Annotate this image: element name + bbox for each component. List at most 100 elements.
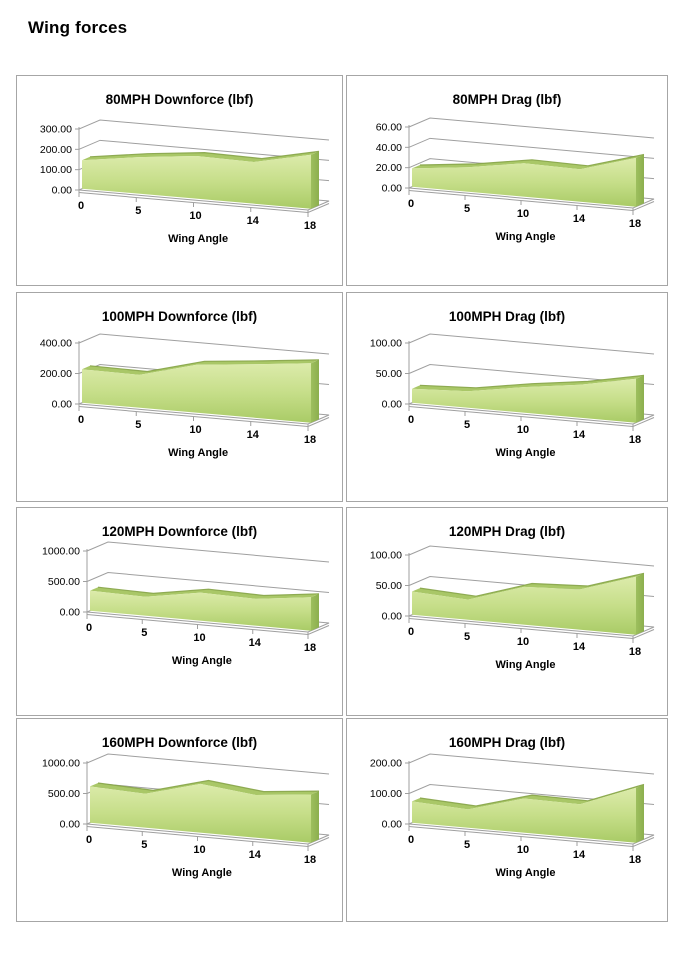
y-axis [75,341,309,431]
chart-labels: 100MPH Downforce (lbf) 0.00 200.00 400.00 0 5… [40,309,316,459]
y-axis-label: 400.00 [40,338,72,350]
y-axis [83,761,309,851]
y-axis-label: 0.00 [52,185,73,197]
x-axis-label: 18 [304,854,316,866]
y-axis-label: 100.00 [370,338,402,350]
x-axis-label: 10 [193,632,205,644]
chart-panel-80mph-downforce: 80MPH Downforce (lbf) 0.00 100.00 200.00 300… [16,75,343,286]
y-axis-label: 100.00 [370,550,402,562]
y-axis-label: 0.00 [382,611,403,623]
gridlines [408,333,655,385]
x-axis-label: 14 [573,849,586,861]
x-axis-label: 18 [304,220,316,232]
area-series [412,783,645,843]
x-axis-title: Wing Angle [495,447,555,459]
x-axis-title: Wing Angle [495,867,555,879]
x-axis-label: 14 [573,213,586,225]
x-axis-label: 14 [247,429,260,441]
x-axis-label: 0 [86,622,92,634]
y-axis-label: 300.00 [40,124,72,136]
y-axis [405,341,634,431]
chart-labels: 120MPH Drag (lbf) 0.00 50.00 100.00 0 5 10 14 18… [370,524,641,671]
x-axis-label: 18 [304,434,316,446]
y-axis-label: 0.00 [60,819,81,831]
y-axis-label: 0.00 [60,607,81,619]
chart-title: 120MPH Drag (lbf) [449,524,565,539]
chart-labels: 120MPH Downforce (lbf) 0.00 500.00 1000.00 0… [42,524,316,667]
chart-panel-100mph-downforce: 100MPH Downforce (lbf) 0.00 200.00 400.00 0 5… [16,292,343,502]
area-series [412,572,645,635]
x-axis-label: 0 [408,626,414,638]
y-axis-label: 1000.00 [42,546,80,558]
area-series [82,150,320,209]
area-series [90,586,320,631]
gridlines [86,541,330,593]
y-axis-label: 200.00 [370,758,402,770]
chart-panel-160mph-downforce: 160MPH Downforce (lbf) 0.00 500.00 1000.00 0… [16,718,343,922]
y-axis-label: 0.00 [382,819,403,831]
area-series [82,359,320,423]
x-axis-label: 5 [141,627,147,639]
chart-title: 160MPH Downforce (lbf) [102,735,257,750]
x-axis-label: 10 [193,844,205,856]
x-axis-label: 0 [78,200,84,212]
x-axis-label: 0 [86,834,92,846]
chart-title: 100MPH Downforce (lbf) [102,309,257,324]
x-axis-label: 5 [135,419,141,431]
chart-panel-100mph-drag: 100MPH Drag (lbf) 0.00 50.00 100.00 0 5 10 14 18… [346,292,668,502]
y-axis-label: 60.00 [376,122,402,134]
x-axis-label: 0 [78,414,84,426]
x-axis-label: 10 [517,636,529,648]
chart-160mph-downforce: 160MPH Downforce (lbf) 0.00 500.00 1000.00 0… [42,735,330,879]
x-axis-title: Wing Angle [172,867,232,879]
x-axis-label: 5 [464,203,470,215]
x-axis-label: 18 [629,646,641,658]
chart-panel-80mph-drag: 80MPH Drag (lbf) 0.00 20.00 40.00 60.00 0 5 10 1… [346,75,668,286]
x-axis-title: Wing Angle [495,659,555,671]
chart-title: 160MPH Drag (lbf) [449,735,565,750]
y-axis-label: 200.00 [40,144,72,156]
chart-labels: 80MPH Downforce (lbf) 0.00 100.00 200.00 300… [40,92,316,245]
chart-80mph-downforce: 80MPH Downforce (lbf) 0.00 100.00 200.00 300… [40,92,330,245]
x-axis-label: 18 [629,218,641,230]
y-axis [405,125,634,215]
x-axis-title: Wing Angle [495,231,555,243]
chart-title: 80MPH Drag (lbf) [453,92,562,107]
x-axis-label: 14 [249,637,262,649]
chart-80mph-drag: 80MPH Drag (lbf) 0.00 20.00 40.00 60.00 0 5 10 1… [376,92,655,243]
gridlines [408,753,655,805]
chart-labels: 100MPH Drag (lbf) 0.00 50.00 100.00 0 5 10 14 18… [370,309,641,459]
y-axis-label: 20.00 [376,162,402,174]
x-axis-label: 10 [517,844,529,856]
chart-labels: 80MPH Drag (lbf) 0.00 20.00 40.00 60.00 0 5 10 1… [376,92,641,243]
x-axis-title: Wing Angle [168,233,228,245]
y-axis-label: 500.00 [48,788,80,800]
y-axis-label: 100.00 [370,788,402,800]
chart-labels: 160MPH Drag (lbf) 0.00 100.00 200.00 0 5 10 14 1… [370,735,641,879]
x-axis-label: 10 [189,424,201,436]
x-axis-label: 0 [408,198,414,210]
y-axis [75,127,309,217]
y-axis-label: 200.00 [40,368,72,380]
x-axis-title: Wing Angle [168,447,228,459]
x-axis-label: 14 [249,849,262,861]
x-axis-label: 18 [629,434,641,446]
x-axis-title: Wing Angle [172,655,232,667]
x-axis-label: 0 [408,834,414,846]
y-axis-label: 50.00 [376,368,402,380]
area-series [412,374,645,423]
x-axis-label: 14 [573,641,586,653]
area-series [412,153,645,207]
x-axis-label: 14 [573,429,586,441]
chart-title: 80MPH Downforce (lbf) [106,92,254,107]
x-axis-label: 5 [464,631,470,643]
y-axis-label: 500.00 [48,576,80,588]
chart-panel-120mph-downforce: 120MPH Downforce (lbf) 0.00 500.00 1000.00 0… [16,507,343,716]
y-axis-label: 0.00 [52,399,73,411]
page-title: Wing forces [28,18,128,37]
y-axis-label: 40.00 [376,142,402,154]
chart-title: 120MPH Downforce (lbf) [102,524,257,539]
chart-labels: 160MPH Downforce (lbf) 0.00 500.00 1000.00 0… [42,735,316,879]
x-axis-label: 14 [247,215,260,227]
